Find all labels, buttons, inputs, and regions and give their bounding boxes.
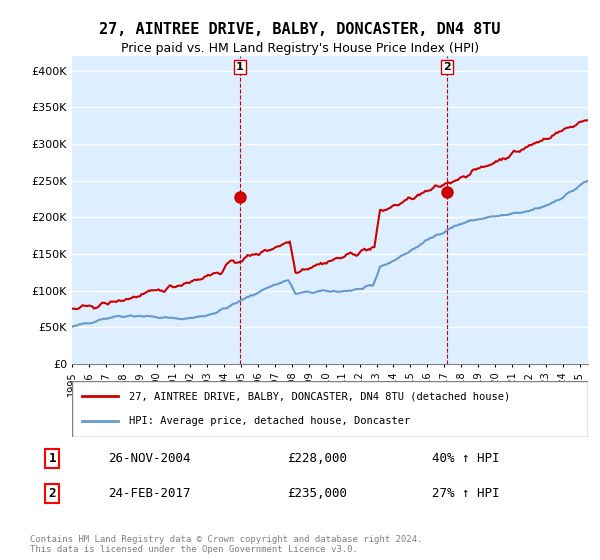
- Text: £228,000: £228,000: [287, 452, 347, 465]
- Text: 27, AINTREE DRIVE, BALBY, DONCASTER, DN4 8TU: 27, AINTREE DRIVE, BALBY, DONCASTER, DN4…: [99, 22, 501, 38]
- Text: 40% ↑ HPI: 40% ↑ HPI: [432, 452, 499, 465]
- Text: 1: 1: [236, 62, 244, 72]
- Text: Contains HM Land Registry data © Crown copyright and database right 2024.
This d: Contains HM Land Registry data © Crown c…: [30, 535, 422, 554]
- Text: 2: 2: [49, 487, 56, 500]
- Text: HPI: Average price, detached house, Doncaster: HPI: Average price, detached house, Donc…: [129, 416, 410, 426]
- FancyBboxPatch shape: [72, 381, 588, 437]
- Text: 26-NOV-2004: 26-NOV-2004: [108, 452, 191, 465]
- Text: 27, AINTREE DRIVE, BALBY, DONCASTER, DN4 8TU (detached house): 27, AINTREE DRIVE, BALBY, DONCASTER, DN4…: [129, 391, 510, 402]
- Text: £235,000: £235,000: [287, 487, 347, 500]
- Text: Price paid vs. HM Land Registry's House Price Index (HPI): Price paid vs. HM Land Registry's House …: [121, 42, 479, 55]
- Text: 2: 2: [443, 62, 451, 72]
- Text: 24-FEB-2017: 24-FEB-2017: [108, 487, 191, 500]
- Text: 1: 1: [49, 452, 56, 465]
- Text: 27% ↑ HPI: 27% ↑ HPI: [432, 487, 499, 500]
